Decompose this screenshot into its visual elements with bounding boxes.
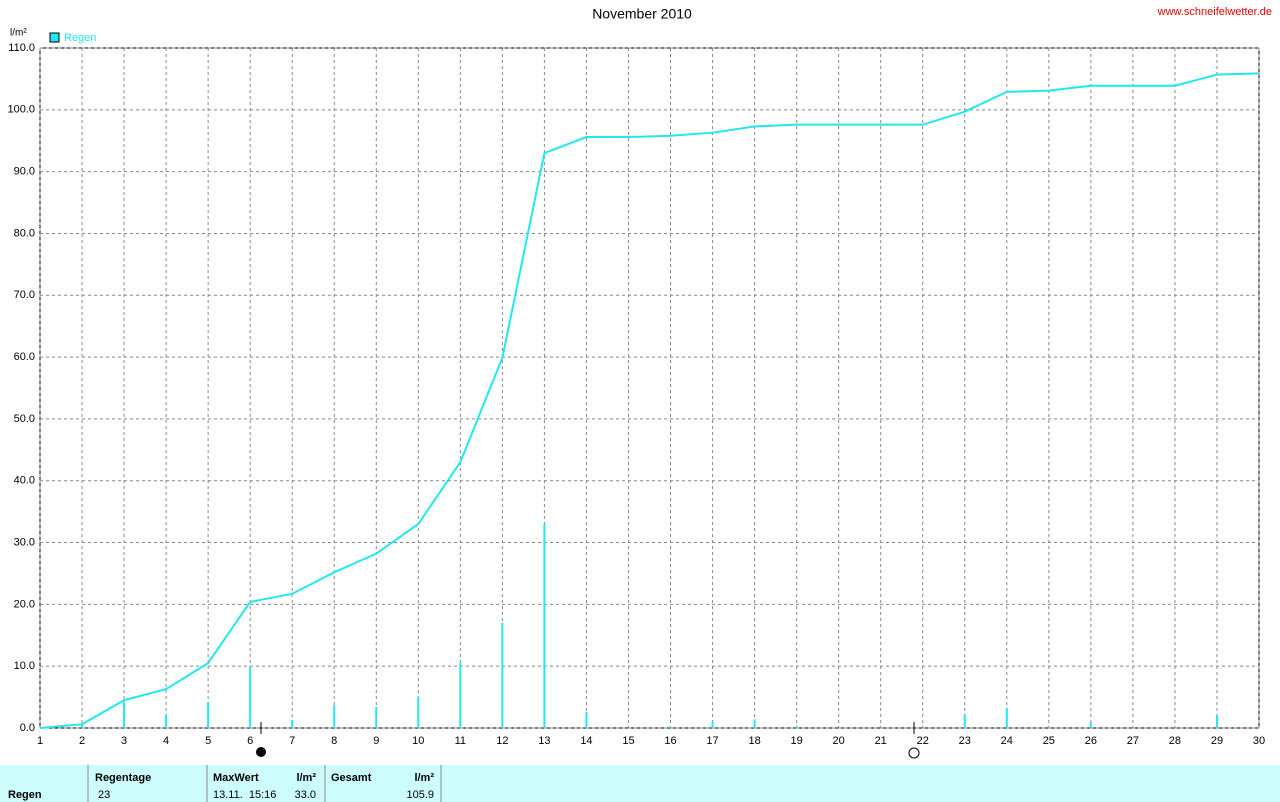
chart-title: November 2010 [592,6,692,22]
bar [207,702,210,728]
bar [249,666,252,728]
x-tick-label: 1 [37,735,43,747]
bar [585,711,588,728]
bar [669,726,672,728]
y-tick-label: 80.0 [14,227,35,239]
header: Regentage [95,772,151,784]
bar [291,719,294,728]
y-tick-label: 40.0 [14,475,35,487]
header: MaxWert [213,772,259,784]
x-tick-label: 13 [538,735,550,747]
header: l/m² [296,772,316,784]
x-tick-label: 15 [622,735,634,747]
y-tick-label: 30.0 [14,536,35,548]
x-tick-label: 30 [1253,735,1265,747]
bar [1005,708,1008,728]
bar [753,719,756,728]
x-tick-label: 29 [1211,735,1223,747]
x-tick-label: 17 [706,735,718,747]
bar [417,697,420,728]
cell: 105.9 [406,789,434,801]
x-tick-label: 23 [959,735,971,747]
y-tick-label: 20.0 [14,598,35,610]
legend-label: Regen [64,32,96,44]
x-tick-label: 20 [833,735,845,747]
x-tick-label: 26 [1085,735,1097,747]
header: Gesamt [331,772,372,784]
x-tick-label: 7 [289,735,295,747]
x-tick-label: 6 [247,735,253,747]
full-moon [908,747,920,759]
new-moon [256,747,266,757]
bar [1215,715,1218,728]
y-tick-label: 70.0 [14,289,35,301]
source: www.schneifelwetter.de [1157,6,1272,18]
x-tick-label: 10 [412,735,424,747]
x-tick-label: 3 [121,735,127,747]
y-tick-label: 10.0 [14,660,35,672]
x-tick-label: 4 [163,735,169,747]
x-tick-label: 28 [1169,735,1181,747]
cell: 33.0 [295,789,316,801]
x-tick-label: 18 [748,735,760,747]
cell: 23 [98,789,110,801]
bar [543,524,546,728]
bar [1089,722,1092,728]
x-tick-label: 27 [1127,735,1139,747]
y-tick-label: 110.0 [8,42,35,54]
x-tick-label: 14 [580,735,592,747]
bar [501,622,504,728]
x-tick-label: 22 [917,735,929,747]
bar [165,714,168,728]
y-tick-label: 0.0 [20,722,35,734]
x-tick-label: 24 [1001,735,1013,747]
x-tick-label: 2 [79,735,85,747]
y-tick-label: 90.0 [14,166,35,178]
x-tick-label: 5 [205,735,211,747]
bar [375,706,378,728]
y-tick-label: 50.0 [14,413,35,425]
footer-table [0,765,1280,802]
y-axis-label: l/m² [10,28,27,39]
bar [81,724,84,728]
x-tick-label: 8 [331,735,337,747]
x-tick-label: 25 [1043,735,1055,747]
x-tick-label: 11 [455,735,466,747]
x-tick-label: 16 [664,735,676,747]
y-tick-label: 60.0 [14,351,35,363]
bar [963,714,966,728]
x-tick-label: 12 [496,735,508,747]
legend-swatch [49,32,60,43]
bar [795,726,798,728]
x-tick-label: 9 [373,735,379,747]
cell: 13.11. 15:16 [213,789,276,801]
bar [711,721,714,728]
line [39,72,1260,729]
x-tick-label: 19 [790,735,802,747]
header: l/m² [414,772,434,784]
y-tick-label: 100.0 [7,104,35,116]
bar [123,701,126,728]
bar [333,705,336,728]
x-tick-label: 21 [875,735,887,747]
row-label: Regen [8,789,42,801]
bar [459,663,462,728]
